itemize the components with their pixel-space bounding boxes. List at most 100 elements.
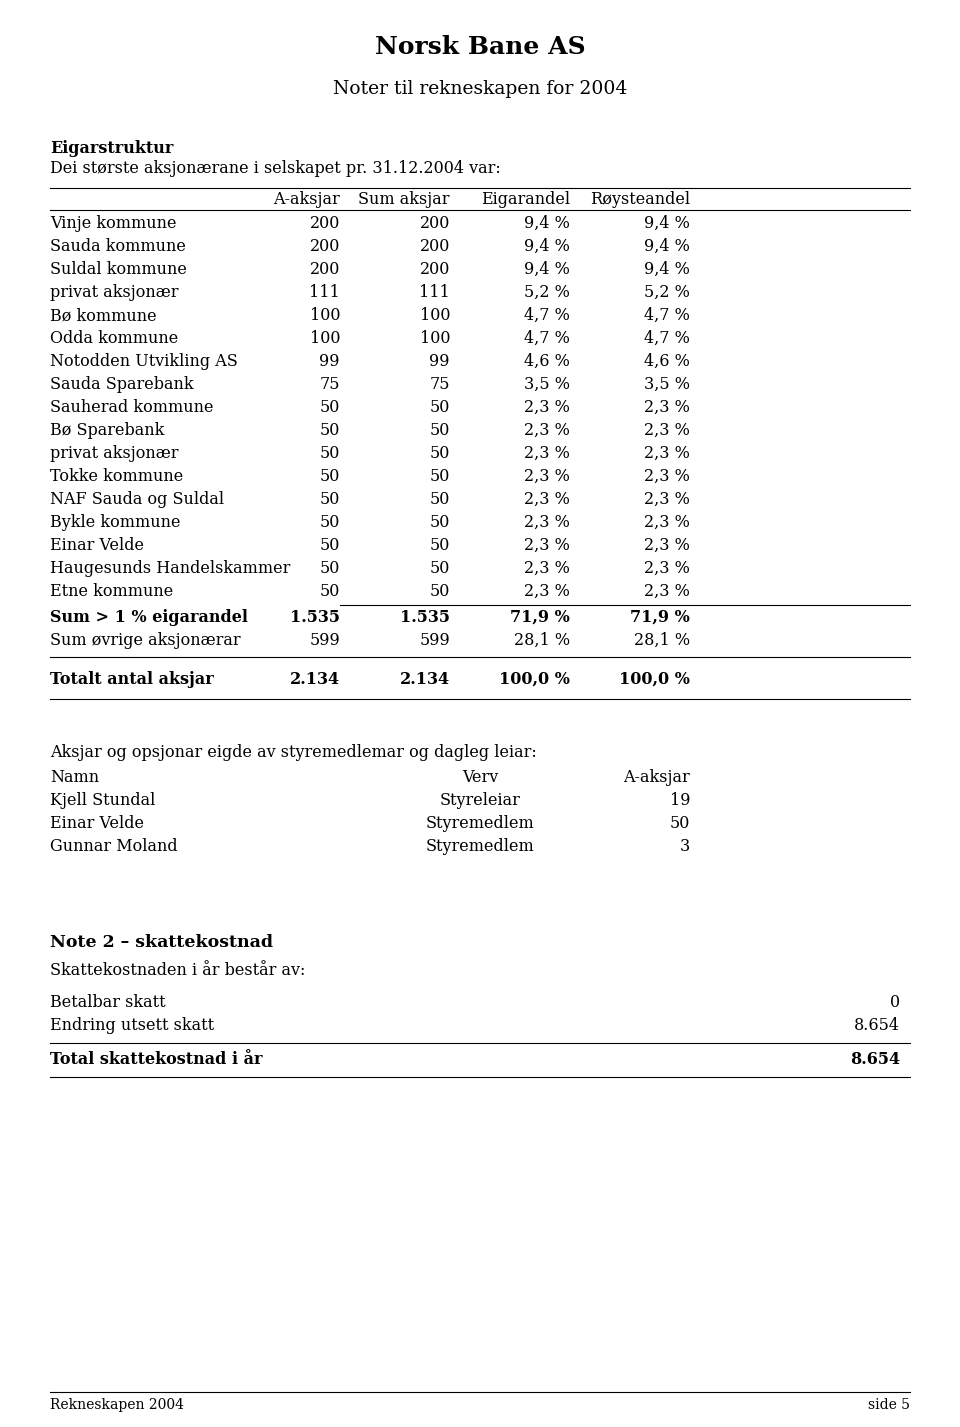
Text: 200: 200 xyxy=(310,261,340,278)
Text: Totalt antal aksjar: Totalt antal aksjar xyxy=(50,671,214,688)
Text: 75: 75 xyxy=(429,375,450,392)
Text: 100: 100 xyxy=(309,330,340,347)
Text: 99: 99 xyxy=(429,352,450,370)
Text: Total skattekostnad i år: Total skattekostnad i år xyxy=(50,1052,262,1067)
Text: 200: 200 xyxy=(420,261,450,278)
Text: 4,7 %: 4,7 % xyxy=(644,307,690,324)
Text: side 5: side 5 xyxy=(868,1398,910,1411)
Text: 28,1 %: 28,1 % xyxy=(634,632,690,649)
Text: 50: 50 xyxy=(320,491,340,508)
Text: 2,3 %: 2,3 % xyxy=(524,514,570,531)
Text: 2,3 %: 2,3 % xyxy=(644,514,690,531)
Text: 2,3 %: 2,3 % xyxy=(644,445,690,462)
Text: 599: 599 xyxy=(420,632,450,649)
Text: 100,0 %: 100,0 % xyxy=(499,671,570,688)
Text: 2,3 %: 2,3 % xyxy=(524,559,570,577)
Text: 50: 50 xyxy=(320,400,340,417)
Text: 4,6 %: 4,6 % xyxy=(644,352,690,370)
Text: 50: 50 xyxy=(320,514,340,531)
Text: 200: 200 xyxy=(420,215,450,233)
Text: 2,3 %: 2,3 % xyxy=(524,445,570,462)
Text: 2,3 %: 2,3 % xyxy=(644,468,690,485)
Text: 50: 50 xyxy=(430,400,450,417)
Text: 200: 200 xyxy=(420,238,450,255)
Text: 19: 19 xyxy=(669,792,690,809)
Text: 28,1 %: 28,1 % xyxy=(514,632,570,649)
Text: 599: 599 xyxy=(309,632,340,649)
Text: 2,3 %: 2,3 % xyxy=(524,537,570,554)
Text: Sum øvrige aksjonærar: Sum øvrige aksjonærar xyxy=(50,632,241,649)
Text: 100: 100 xyxy=(420,307,450,324)
Text: 9,4 %: 9,4 % xyxy=(524,261,570,278)
Text: Einar Velde: Einar Velde xyxy=(50,537,144,554)
Text: Sum aksjar: Sum aksjar xyxy=(358,191,450,208)
Text: Sauda Sparebank: Sauda Sparebank xyxy=(50,375,194,392)
Text: 2,3 %: 2,3 % xyxy=(524,584,570,599)
Text: 9,4 %: 9,4 % xyxy=(524,238,570,255)
Text: 50: 50 xyxy=(430,559,450,577)
Text: 2,3 %: 2,3 % xyxy=(644,559,690,577)
Text: 50: 50 xyxy=(430,445,450,462)
Text: 200: 200 xyxy=(310,238,340,255)
Text: 4,7 %: 4,7 % xyxy=(524,330,570,347)
Text: Styreleiar: Styreleiar xyxy=(440,792,520,809)
Text: 9,4 %: 9,4 % xyxy=(644,261,690,278)
Text: Eigarstruktur: Eigarstruktur xyxy=(50,140,174,157)
Text: 50: 50 xyxy=(320,537,340,554)
Text: 50: 50 xyxy=(430,537,450,554)
Text: 2,3 %: 2,3 % xyxy=(524,468,570,485)
Text: 2,3 %: 2,3 % xyxy=(644,422,690,440)
Text: 8.654: 8.654 xyxy=(850,1052,900,1067)
Text: Bykle kommune: Bykle kommune xyxy=(50,514,180,531)
Text: 5,2 %: 5,2 % xyxy=(524,284,570,301)
Text: 9,4 %: 9,4 % xyxy=(644,215,690,233)
Text: Rekneskapen 2004: Rekneskapen 2004 xyxy=(50,1398,184,1411)
Text: Kjell Stundal: Kjell Stundal xyxy=(50,792,156,809)
Text: A-aksjar: A-aksjar xyxy=(274,191,340,208)
Text: Bø Sparebank: Bø Sparebank xyxy=(50,422,164,440)
Text: A-aksjar: A-aksjar xyxy=(623,769,690,786)
Text: 50: 50 xyxy=(320,445,340,462)
Text: 2.134: 2.134 xyxy=(400,671,450,688)
Text: privat aksjonær: privat aksjonær xyxy=(50,445,179,462)
Text: Bø kommune: Bø kommune xyxy=(50,307,156,324)
Text: 4,7 %: 4,7 % xyxy=(644,330,690,347)
Text: Endring utsett skatt: Endring utsett skatt xyxy=(50,1017,214,1035)
Text: Aksjar og opsjonar eigde av styremedlemar og dagleg leiar:: Aksjar og opsjonar eigde av styremedlema… xyxy=(50,743,537,761)
Text: 50: 50 xyxy=(320,422,340,440)
Text: 2,3 %: 2,3 % xyxy=(524,491,570,508)
Text: Norsk Bane AS: Norsk Bane AS xyxy=(374,36,586,59)
Text: 50: 50 xyxy=(670,815,690,832)
Text: 2,3 %: 2,3 % xyxy=(644,584,690,599)
Text: Namn: Namn xyxy=(50,769,99,786)
Text: 75: 75 xyxy=(320,375,340,392)
Text: 2,3 %: 2,3 % xyxy=(644,400,690,417)
Text: 1.535: 1.535 xyxy=(400,609,450,626)
Text: 50: 50 xyxy=(430,514,450,531)
Text: 3,5 %: 3,5 % xyxy=(644,375,690,392)
Text: NAF Sauda og Suldal: NAF Sauda og Suldal xyxy=(50,491,224,508)
Text: 50: 50 xyxy=(320,468,340,485)
Text: Styremedlem: Styremedlem xyxy=(425,815,535,832)
Text: Skattekostnaden i år består av:: Skattekostnaden i år består av: xyxy=(50,962,305,979)
Text: 2,3 %: 2,3 % xyxy=(644,537,690,554)
Text: 71,9 %: 71,9 % xyxy=(631,609,690,626)
Text: Styremedlem: Styremedlem xyxy=(425,838,535,855)
Text: 100: 100 xyxy=(309,307,340,324)
Text: 50: 50 xyxy=(430,422,450,440)
Text: 3,5 %: 3,5 % xyxy=(524,375,570,392)
Text: 100,0 %: 100,0 % xyxy=(619,671,690,688)
Text: Notodden Utvikling AS: Notodden Utvikling AS xyxy=(50,352,238,370)
Text: Dei største aksjonærane i selskapet pr. 31.12.2004 var:: Dei største aksjonærane i selskapet pr. … xyxy=(50,160,501,177)
Text: 200: 200 xyxy=(310,215,340,233)
Text: Suldal kommune: Suldal kommune xyxy=(50,261,187,278)
Text: Sauda kommune: Sauda kommune xyxy=(50,238,186,255)
Text: Verv: Verv xyxy=(462,769,498,786)
Text: Einar Velde: Einar Velde xyxy=(50,815,144,832)
Text: Note 2 – skattekostnad: Note 2 – skattekostnad xyxy=(50,935,273,950)
Text: 5,2 %: 5,2 % xyxy=(644,284,690,301)
Text: Tokke kommune: Tokke kommune xyxy=(50,468,183,485)
Text: 50: 50 xyxy=(320,559,340,577)
Text: 1.535: 1.535 xyxy=(290,609,340,626)
Text: 71,9 %: 71,9 % xyxy=(511,609,570,626)
